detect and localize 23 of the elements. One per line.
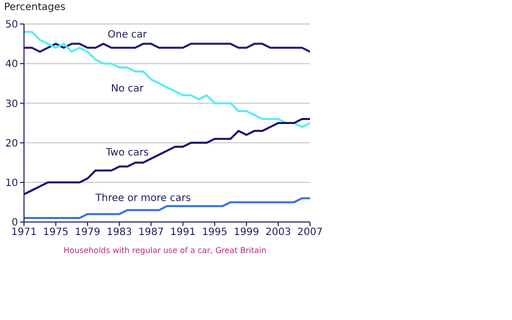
series-label: One car [108,29,148,40]
x-tick-label: 1975 [43,227,69,238]
y-axis-title: Percentages [4,2,66,13]
x-tick-label: 1995 [202,227,228,238]
x-tick-label: 1971 [11,227,37,238]
y-tick-label: 10 [5,178,18,189]
y-tick-label: 30 [5,98,18,110]
y-tick-label: 0 [12,218,18,229]
y-tick-label: 40 [5,59,18,70]
y-tick-label: 20 [5,138,18,150]
y-tick-label: 50 [5,20,18,31]
x-tick-label: 2007 [297,227,323,238]
x-tick-label: 1983 [106,227,132,238]
x-tick-label: 1987 [138,227,164,238]
x-tick-label: 1979 [74,227,100,238]
series-label: Three or more cars [94,192,191,204]
line-series [24,30,310,128]
x-tick-label: 1991 [170,227,196,238]
text: Households with regular use of a car, Great Britain [62,246,268,255]
series-label: No car [111,83,144,94]
x-tick-label: 2003 [265,227,291,238]
x-tick-label: 1999 [234,227,260,238]
series-label: Two cars [104,147,149,158]
